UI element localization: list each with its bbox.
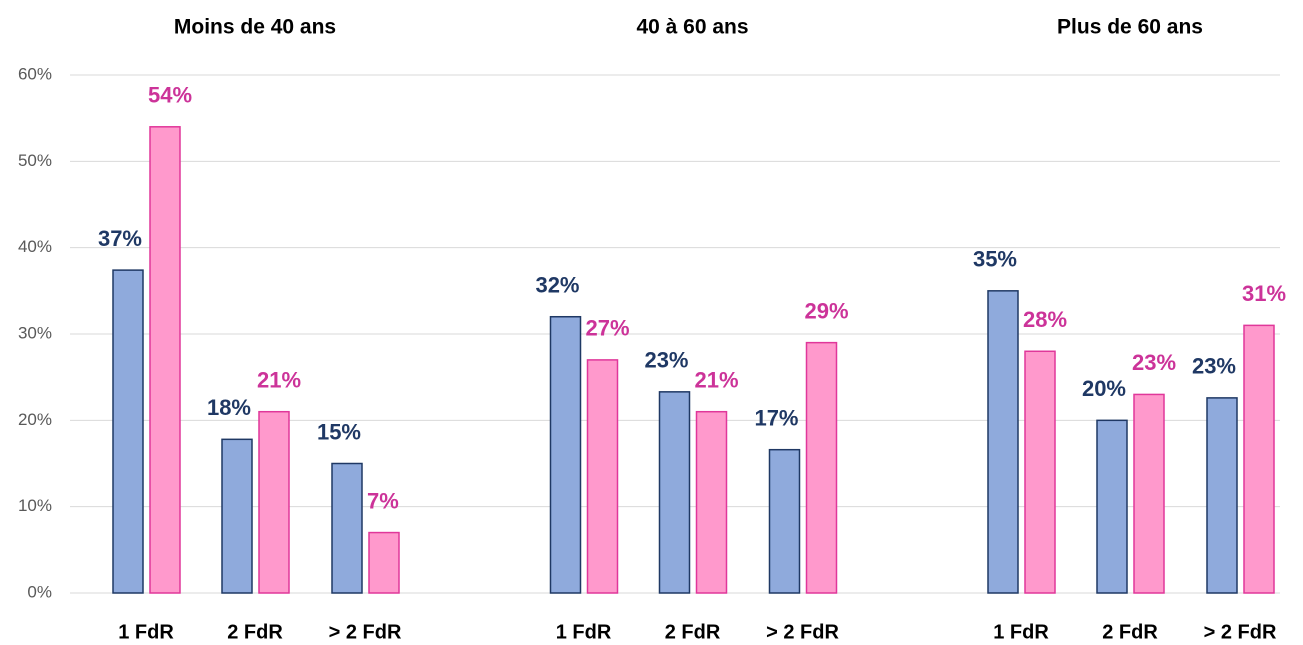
value-label: 15% (317, 419, 361, 444)
value-label: 18% (207, 395, 251, 420)
value-label: 31% (1242, 281, 1286, 306)
bar (149, 126, 181, 594)
value-label: 20% (1082, 376, 1126, 401)
value-label: 23% (644, 348, 688, 373)
x-tick-label: 1 FdR (556, 621, 612, 643)
bar (112, 269, 144, 594)
bar (987, 290, 1019, 594)
value-label: 54% (148, 83, 192, 108)
value-label: 35% (973, 247, 1017, 272)
y-tick-label: 60% (18, 64, 52, 83)
x-tick-label: > 2 FdR (329, 621, 402, 643)
x-tick-label: 2 FdR (227, 621, 283, 643)
y-tick-label: 30% (18, 323, 52, 342)
value-label: 37% (98, 226, 142, 251)
panel-title: Moins de 40 ans (174, 16, 336, 39)
bar (658, 391, 691, 594)
bar (1096, 419, 1128, 594)
value-label: 7% (367, 488, 399, 513)
y-tick-label: 40% (18, 237, 52, 256)
bar (258, 410, 290, 594)
y-tick-label: 50% (18, 151, 52, 170)
bar (331, 462, 363, 594)
y-tick-label: 0% (27, 582, 52, 601)
value-label: 27% (586, 316, 630, 341)
value-label: 23% (1132, 350, 1176, 375)
x-tick-label: > 2 FdR (766, 621, 839, 643)
bar (1024, 350, 1056, 594)
bar (368, 531, 400, 594)
y-tick-label: 10% (18, 496, 52, 515)
value-label: 29% (805, 298, 849, 323)
panel-title: 40 à 60 ans (636, 16, 748, 39)
bar (1206, 397, 1238, 594)
y-tick-label: 20% (18, 410, 52, 429)
value-label: 17% (754, 405, 798, 430)
value-label: 32% (535, 273, 579, 298)
panel-title: Plus de 60 ans (1057, 16, 1203, 39)
bar (586, 359, 619, 594)
x-tick-label: > 2 FdR (1204, 621, 1277, 643)
bar (695, 410, 728, 594)
bar (221, 438, 253, 594)
value-label: 21% (695, 368, 739, 393)
x-tick-label: 1 FdR (993, 621, 1049, 643)
bar (1243, 324, 1275, 594)
x-tick-label: 2 FdR (665, 621, 721, 643)
bar (768, 448, 801, 594)
x-tick-label: 1 FdR (118, 621, 174, 643)
bar (1133, 393, 1165, 594)
value-label: 28% (1023, 307, 1067, 332)
value-label: 21% (257, 368, 301, 393)
x-tick-label: 2 FdR (1102, 621, 1158, 643)
bar (805, 341, 838, 594)
bar (549, 315, 582, 594)
value-label: 23% (1192, 354, 1236, 379)
